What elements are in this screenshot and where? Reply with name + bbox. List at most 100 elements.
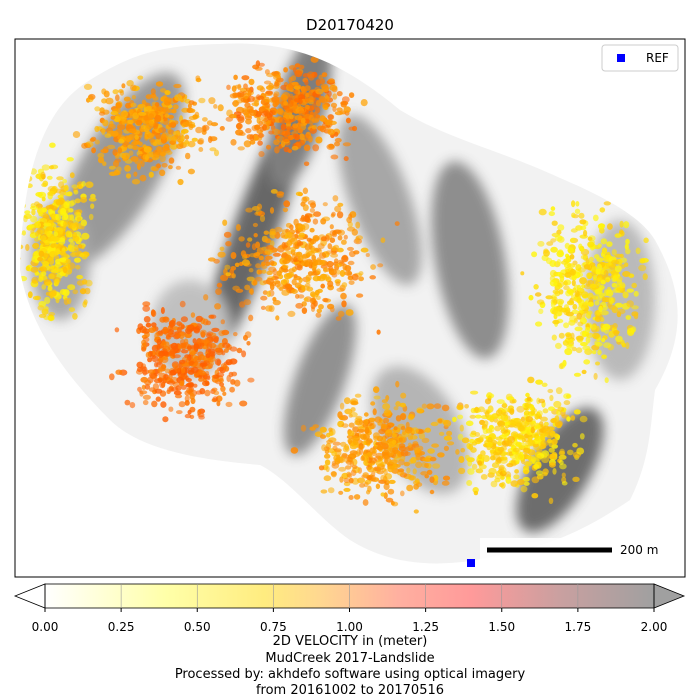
velocity-point bbox=[155, 146, 163, 152]
velocity-point bbox=[551, 220, 558, 226]
velocity-point bbox=[153, 378, 163, 384]
velocity-point bbox=[142, 305, 150, 312]
velocity-point bbox=[600, 279, 606, 285]
velocity-point bbox=[77, 244, 83, 249]
velocity-point bbox=[611, 306, 619, 314]
velocity-point bbox=[540, 416, 548, 422]
velocity-point bbox=[313, 211, 322, 217]
velocity-point bbox=[276, 108, 283, 114]
velocity-point bbox=[264, 96, 270, 103]
velocity-point bbox=[46, 175, 53, 180]
velocity-point bbox=[643, 237, 649, 244]
velocity-point bbox=[622, 291, 629, 299]
velocity-point bbox=[307, 71, 315, 79]
velocity-point bbox=[392, 433, 397, 438]
velocity-point bbox=[527, 376, 535, 384]
velocity-point bbox=[153, 122, 159, 130]
velocity-point bbox=[306, 237, 312, 242]
velocity-point bbox=[516, 433, 524, 439]
velocity-point bbox=[520, 485, 528, 493]
velocity-point bbox=[25, 265, 31, 271]
velocity-point bbox=[614, 265, 622, 273]
velocity-point bbox=[542, 472, 548, 477]
velocity-point bbox=[67, 244, 72, 251]
velocity-point bbox=[537, 240, 545, 247]
velocity-point bbox=[578, 212, 585, 219]
velocity-point bbox=[586, 272, 592, 280]
velocity-point bbox=[40, 235, 47, 242]
velocity-point bbox=[275, 99, 280, 106]
velocity-point bbox=[154, 102, 160, 107]
velocity-point bbox=[216, 400, 221, 407]
velocity-point bbox=[203, 294, 209, 301]
velocity-point bbox=[209, 147, 217, 152]
velocity-point bbox=[356, 293, 364, 298]
velocity-point bbox=[248, 314, 254, 322]
velocity-point bbox=[475, 414, 482, 419]
velocity-point bbox=[588, 256, 594, 263]
velocity-point bbox=[371, 471, 376, 477]
velocity-point bbox=[474, 438, 482, 444]
velocity-point bbox=[136, 163, 141, 170]
velocity-point bbox=[486, 414, 495, 421]
velocity-point bbox=[308, 114, 314, 121]
velocity-point bbox=[256, 129, 263, 134]
velocity-point bbox=[211, 327, 220, 332]
velocity-point bbox=[143, 133, 149, 141]
velocity-point bbox=[399, 402, 406, 408]
velocity-point bbox=[365, 440, 371, 445]
velocity-point bbox=[483, 409, 491, 415]
velocity-point bbox=[172, 104, 179, 110]
velocity-point bbox=[148, 327, 156, 333]
velocity-point bbox=[552, 319, 560, 325]
velocity-point bbox=[418, 432, 426, 440]
velocity-point bbox=[145, 105, 152, 111]
velocity-point bbox=[571, 212, 576, 218]
velocity-point bbox=[218, 378, 224, 383]
velocity-point bbox=[345, 465, 352, 470]
velocity-point bbox=[548, 211, 555, 217]
velocity-point bbox=[411, 427, 419, 435]
velocity-point bbox=[323, 475, 332, 482]
velocity-point bbox=[63, 184, 69, 192]
velocity-point bbox=[235, 122, 243, 130]
velocity-point bbox=[121, 152, 130, 160]
velocity-point bbox=[581, 312, 586, 319]
velocity-point bbox=[531, 493, 539, 499]
velocity-point bbox=[265, 277, 275, 285]
velocity-point bbox=[494, 477, 501, 483]
velocity-point bbox=[238, 132, 246, 136]
velocity-point bbox=[75, 265, 81, 270]
velocity-point bbox=[355, 221, 361, 229]
velocity-point bbox=[168, 157, 175, 164]
velocity-point bbox=[90, 203, 95, 209]
velocity-point bbox=[578, 243, 583, 250]
velocity-point bbox=[281, 289, 290, 296]
velocity-point bbox=[364, 426, 370, 434]
velocity-point bbox=[549, 269, 557, 278]
velocity-point bbox=[415, 454, 421, 461]
velocity-point bbox=[590, 324, 597, 331]
velocity-point bbox=[533, 444, 540, 451]
velocity-point bbox=[583, 264, 591, 270]
velocity-point bbox=[358, 271, 364, 276]
velocity-point bbox=[341, 300, 347, 308]
velocity-point bbox=[343, 487, 351, 492]
velocity-point bbox=[303, 215, 311, 223]
velocity-point bbox=[392, 447, 399, 454]
velocity-point bbox=[184, 134, 190, 140]
velocity-point bbox=[393, 406, 399, 411]
velocity-point bbox=[55, 297, 60, 304]
velocity-point bbox=[241, 107, 250, 113]
velocity-point bbox=[304, 244, 310, 251]
velocity-point bbox=[125, 173, 132, 179]
velocity-point bbox=[179, 380, 185, 387]
velocity-point bbox=[310, 202, 316, 209]
velocity-point bbox=[377, 263, 384, 268]
velocity-point bbox=[598, 305, 603, 312]
velocity-point bbox=[577, 267, 586, 273]
velocity-point bbox=[487, 436, 493, 444]
velocity-point bbox=[473, 490, 479, 496]
velocity-point bbox=[67, 262, 76, 270]
velocity-point bbox=[176, 410, 183, 415]
